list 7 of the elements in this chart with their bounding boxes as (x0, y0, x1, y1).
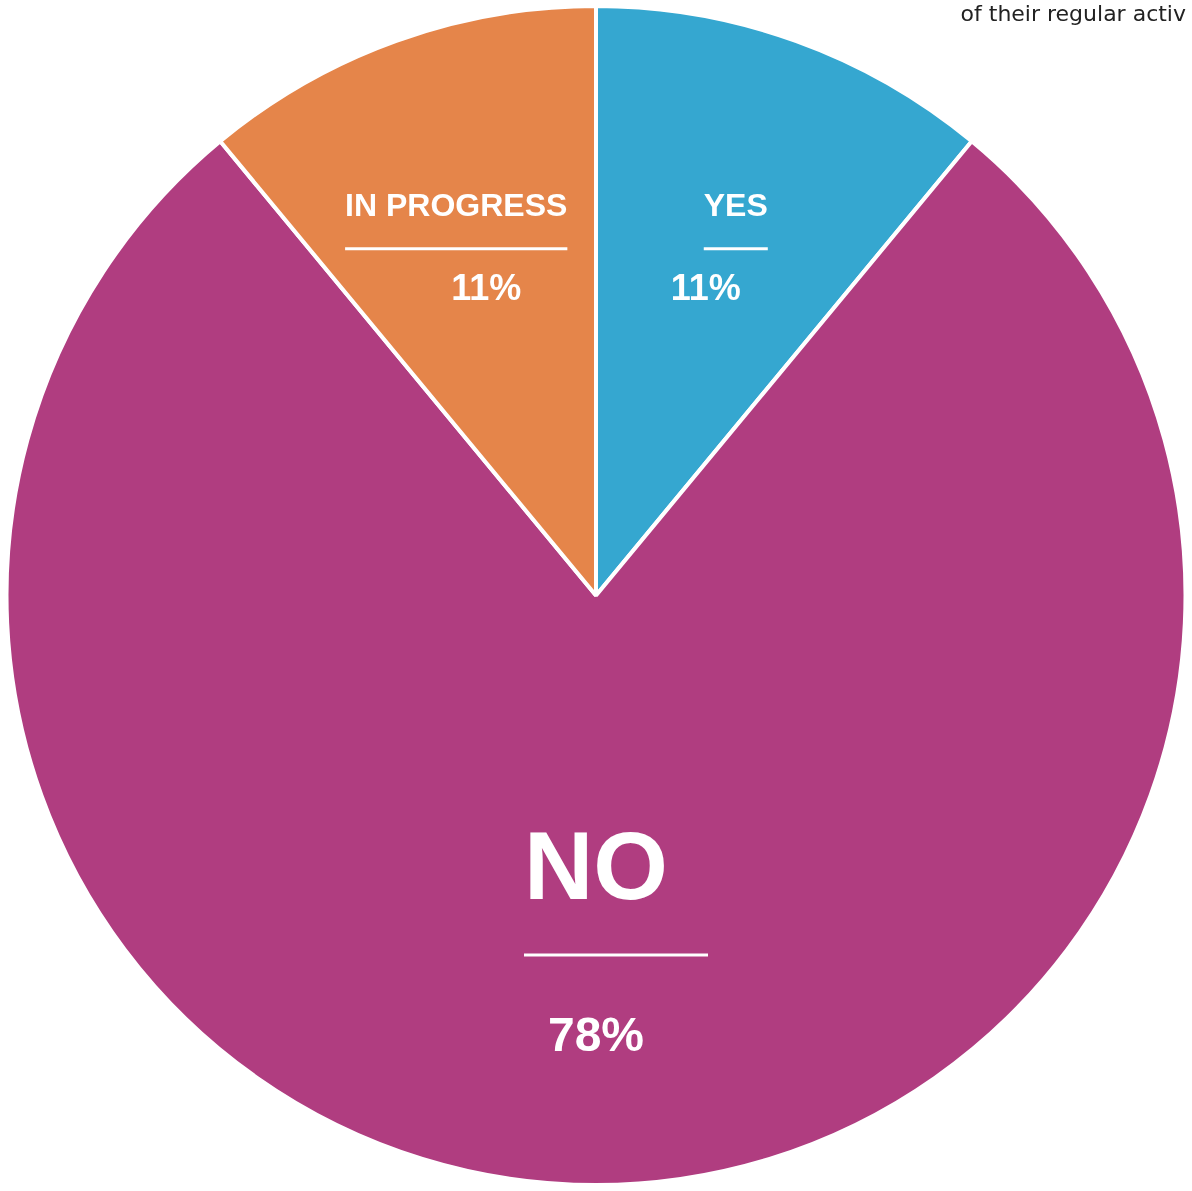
data-label: 11% (451, 267, 522, 309)
slice-label: IN PROGRESS (345, 187, 568, 224)
data-label: 78% (547, 1007, 645, 1061)
slice-label: NO (524, 812, 668, 920)
slice-label: YES (703, 187, 768, 224)
text: of their regular activ (960, 0, 1186, 26)
data-label: 11% (670, 267, 741, 309)
